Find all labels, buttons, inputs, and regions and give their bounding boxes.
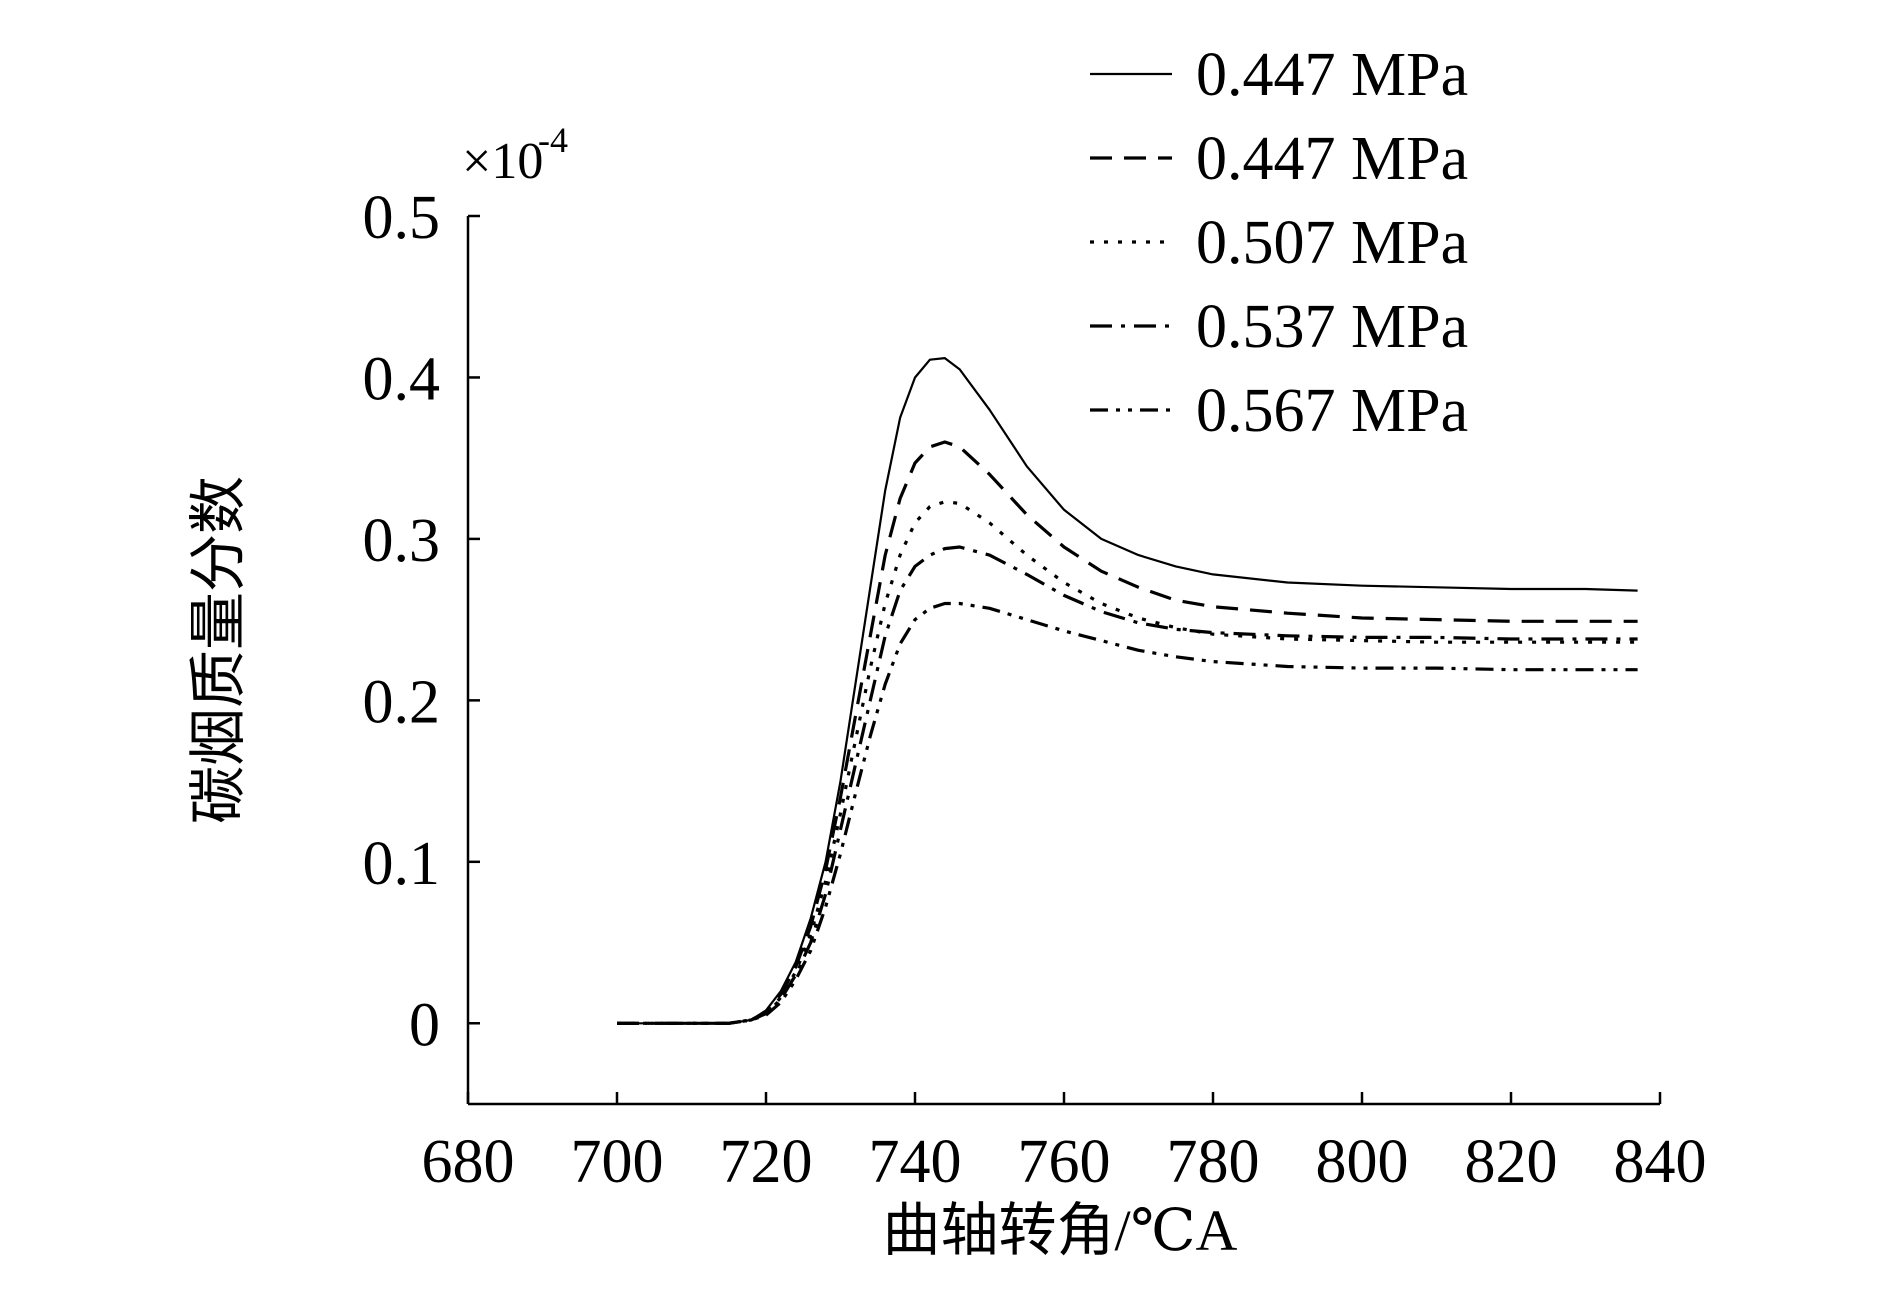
- series-group: [617, 357, 1638, 1025]
- x-axis-title: 曲轴转角/℃A: [883, 1198, 1238, 1263]
- x-tick-label: 740: [869, 1128, 962, 1196]
- y-tick-label: 0.3: [363, 507, 441, 575]
- series-line-4: [617, 545, 1638, 1025]
- x-tick-label: 700: [571, 1128, 664, 1196]
- legend-label-2: 0.447 MPa: [1196, 125, 1468, 193]
- y-tick-label: 0: [409, 991, 440, 1059]
- series-line-3: [617, 500, 1638, 1025]
- series-line-2: [617, 440, 1638, 1025]
- y-tick-label: 0.4: [363, 345, 441, 413]
- y-scale-prefix: ×10: [462, 133, 543, 190]
- legend-label-1: 0.447 MPa: [1196, 41, 1468, 109]
- series-line-5: [617, 601, 1638, 1025]
- y-tick-label: 0.5: [363, 184, 441, 252]
- x-tick-label: 720: [720, 1128, 813, 1196]
- x-tick-label: 780: [1167, 1128, 1260, 1196]
- legend-label-5: 0.567 MPa: [1196, 377, 1468, 445]
- series-line-1: [617, 357, 1638, 1025]
- legend-label-4: 0.537 MPa: [1196, 293, 1468, 361]
- x-tick-label: 760: [1018, 1128, 1111, 1196]
- plot-area: 680 700 720 740 760 780 800 820 840 0 0.1 0.2 0.3 0.…: [363, 184, 1707, 1196]
- y-axis-ticks: 0 0.1 0.2 0.3 0.4 0.5: [363, 184, 480, 1059]
- y-tick-label: 0.2: [363, 668, 441, 736]
- x-tick-label: 840: [1614, 1128, 1707, 1196]
- legend: 0.447 MPa 0.447 MPa 0.507 MPa 0.537 MPa 0.56…: [1090, 41, 1468, 445]
- x-tick-label: 820: [1465, 1128, 1558, 1196]
- y-scale-exponent: -4: [538, 120, 568, 160]
- x-tick-label: 680: [422, 1128, 515, 1196]
- x-tick-label: 800: [1316, 1128, 1409, 1196]
- y-axis-title: 碳烟质量分数: [186, 476, 251, 824]
- x-axis-ticks: 680 700 720 740 760 780 800 820 840: [422, 1092, 1707, 1196]
- legend-label-3: 0.507 MPa: [1196, 209, 1468, 277]
- y-tick-label: 0.1: [363, 830, 441, 898]
